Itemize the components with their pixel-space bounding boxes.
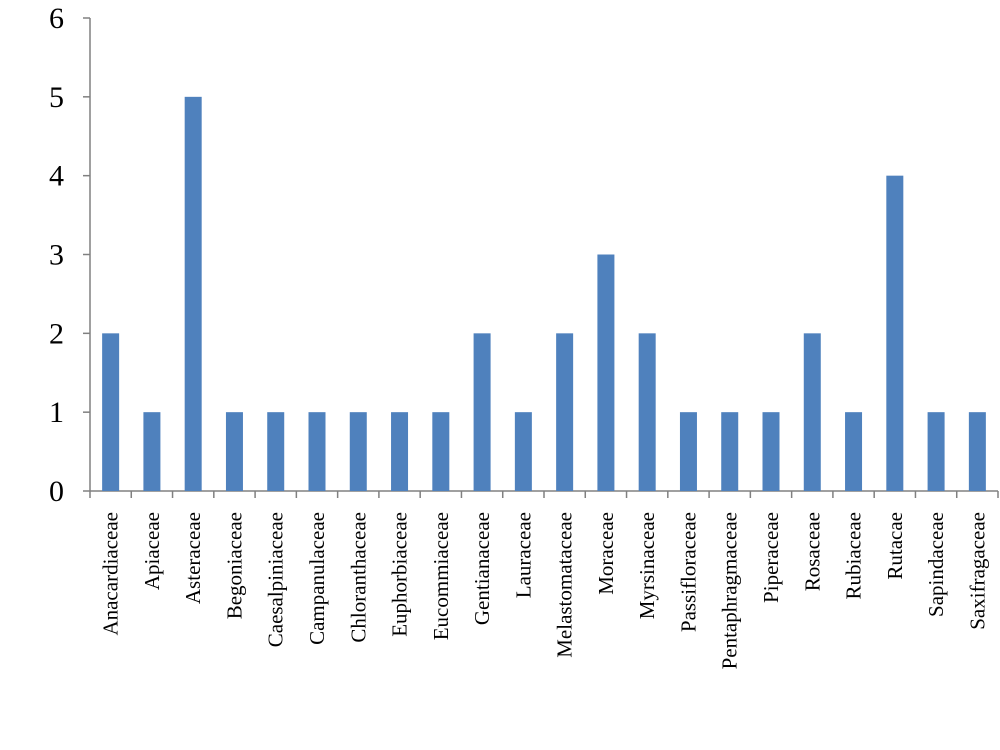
bars (102, 96, 986, 491)
x-tick-label: Campanulaceae (305, 512, 329, 645)
bar-sapindaceae (927, 412, 945, 491)
bar-eucommiaceae (432, 412, 450, 491)
x-tick-label: Rubiaceae (842, 512, 866, 599)
x-tick-label: Eucommiaceae (429, 512, 453, 640)
y-tick-label: 6 (49, 2, 64, 35)
bar-rosaceae (803, 333, 821, 491)
bar-moraceae (597, 254, 615, 491)
bar-melastomataceae (556, 333, 574, 491)
y-tick-label: 2 (49, 317, 64, 350)
x-tick-label: Begoniaceae (222, 512, 246, 619)
bar-apiaceae (143, 412, 161, 491)
bar-rubiaceae (845, 412, 863, 491)
x-tick-label: Rosaceae (800, 512, 824, 591)
x-tick-label: Sapindaceae (924, 512, 948, 617)
y-tick-label: 4 (49, 160, 64, 193)
x-tick-label: Caesalpiniaceae (264, 512, 288, 647)
bar-chloranthaceae (349, 412, 367, 491)
y-tick-label: 3 (49, 239, 64, 272)
bar-pentaphragmaceae (721, 412, 739, 491)
x-tick-label: Saxifragaceae (965, 512, 989, 630)
x-tick-label: Passifloraceae (676, 512, 700, 632)
bar-begoniaceae (225, 412, 243, 491)
x-tick-label: Asteraceae (181, 512, 205, 604)
y-axis: 0 1 2 3 4 5 6 (49, 2, 91, 508)
y-tick-label: 1 (49, 396, 64, 429)
bar-anacardiaceae (102, 333, 120, 491)
bar-saxifragaceae (968, 412, 986, 491)
x-tick-label: Apiaceae (140, 512, 164, 590)
x-tick-label: Pentaphragmaceae (718, 512, 742, 669)
x-tick-label: Moraceae (594, 512, 618, 595)
x-tick-label: Chloranthaceae (346, 512, 370, 643)
x-tick-label: Piperaceae (759, 512, 783, 603)
bar-asteraceae (184, 96, 202, 491)
bar-rutacae (886, 175, 904, 491)
bar-piperaceae (762, 412, 780, 491)
x-tick-label: Anacardiaceae (99, 512, 123, 636)
y-tick-label: 0 (49, 475, 64, 508)
x-tick-label: Rutacae (883, 512, 907, 580)
x-tick-label: Melastomataceae (553, 512, 577, 658)
bar-caesalpiniaceae (267, 412, 285, 491)
bar-gentianaceae (473, 333, 491, 491)
y-tick-label: 5 (49, 81, 64, 114)
x-tick-label: Lauraceae (511, 512, 535, 598)
bar-campanulaceae (308, 412, 326, 491)
x-tick-label: Gentianaceae (470, 512, 494, 625)
bar-passifloraceae (679, 412, 697, 491)
bar-euphorbiaceae (391, 412, 409, 491)
x-tick-label: Euphorbiaceae (388, 512, 412, 637)
bar-lauraceae (514, 412, 532, 491)
x-axis: Anacardiaceae Apiaceae Asteraceae Begoniace… (89, 490, 999, 669)
bar-myrsinaceae (638, 333, 656, 491)
x-tick-label: Myrsinaceae (635, 512, 659, 619)
